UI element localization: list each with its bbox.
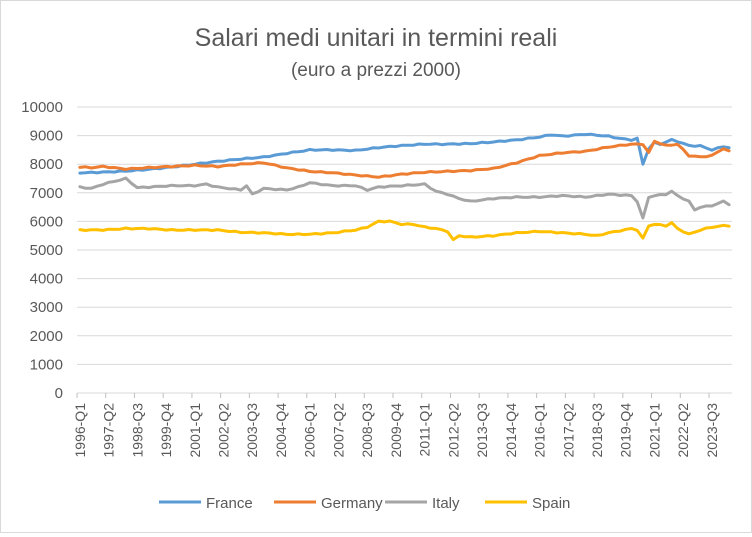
x-tick-label: 2021-Q1 <box>646 403 662 458</box>
legend-label: Italy <box>432 495 460 512</box>
x-tick-label: 2004-Q4 <box>273 403 289 458</box>
legend-item-italy: Italy <box>385 495 460 512</box>
x-tick-label: 2019-Q4 <box>618 403 634 458</box>
y-tick-label: 9000 <box>30 128 63 145</box>
legend-label: France <box>206 495 253 512</box>
x-tick-label: 2014-Q4 <box>503 403 519 458</box>
legend-label: Germany <box>321 495 383 512</box>
x-tick-label: 1996-Q1 <box>72 403 88 458</box>
x-tick-label: 1998-Q3 <box>129 403 145 458</box>
x-tick-label: 2001-Q1 <box>187 403 203 458</box>
series-line-italy <box>78 176 731 220</box>
x-tick-label: 2006-Q1 <box>302 403 318 458</box>
x-tick-label: 2012-Q2 <box>445 403 461 458</box>
y-tick-label: 10000 <box>21 99 63 116</box>
x-tick-label: 2011-Q1 <box>417 403 433 457</box>
x-tick-label: 2018-Q3 <box>589 403 605 458</box>
chart-title: Salari medi unitari in termini reali <box>195 24 558 52</box>
y-tick-label: 5000 <box>30 242 63 259</box>
legend-item-germany: Germany <box>274 495 383 512</box>
x-tick-label: 2002-Q2 <box>216 403 232 458</box>
x-tick-label: 1999-Q4 <box>158 403 174 458</box>
y-tick-label: 1000 <box>30 356 63 373</box>
x-tick-label: 2013-Q3 <box>474 403 490 458</box>
y-tick-label: 2000 <box>30 328 63 345</box>
x-tick-label: 2008-Q3 <box>359 403 375 458</box>
y-tick-label: 4000 <box>30 271 63 288</box>
chart-subtitle: (euro a prezzi 2000) <box>291 60 461 81</box>
x-tick-label: 2009-Q4 <box>388 403 404 458</box>
y-tick-label: 0 <box>55 385 63 402</box>
y-tick-label: 8000 <box>30 156 63 173</box>
x-tick-label: 2017-Q2 <box>560 403 576 458</box>
x-tick-label: 2022-Q2 <box>675 403 691 458</box>
legend-item-france: France <box>159 495 253 512</box>
x-tick-label: 2016-Q1 <box>532 403 548 458</box>
y-tick-label: 6000 <box>30 213 63 230</box>
x-tick-label: 2003-Q3 <box>244 403 260 458</box>
legend-label: Spain <box>532 495 570 512</box>
legend-item-spain: Spain <box>485 495 570 512</box>
series-line-germany <box>78 139 731 179</box>
x-tick-label: 2023-Q3 <box>704 403 720 458</box>
y-tick-label: 7000 <box>30 185 63 202</box>
x-tick-label: 2007-Q2 <box>330 403 346 458</box>
series-line-spain <box>78 219 731 242</box>
y-tick-label: 3000 <box>30 299 63 316</box>
x-tick-label: 1997-Q2 <box>101 403 117 458</box>
